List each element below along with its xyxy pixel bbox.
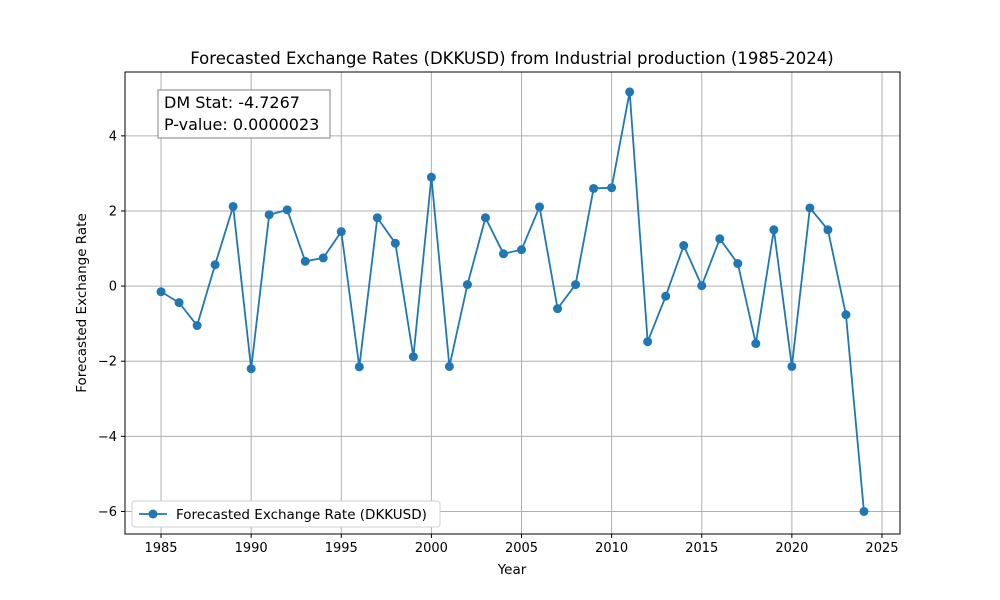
x-tick-label: 1995 (325, 541, 358, 556)
data-point (805, 203, 815, 213)
series-line (160, 91, 865, 512)
data-point (535, 202, 545, 212)
data-point (210, 260, 220, 270)
data-point (841, 310, 851, 320)
grid (125, 72, 900, 534)
y-tick-label: 2 (109, 204, 117, 219)
data-point (787, 361, 797, 371)
x-tick-label: 2015 (685, 541, 718, 556)
data-point (643, 337, 653, 347)
data-point (715, 234, 725, 244)
data-point (300, 256, 310, 266)
data-point (318, 253, 328, 263)
data-point (625, 87, 635, 97)
legend: Forecasted Exchange Rate (DKKUSD) (131, 500, 441, 528)
data-point (336, 227, 346, 237)
data-point (589, 183, 599, 193)
x-tick-label: 2005 (505, 541, 538, 556)
y-tick-label: −4 (98, 430, 117, 445)
y-tick-label: 4 (109, 129, 117, 144)
y-axis-label: Forecasted Exchange Rate (74, 213, 90, 393)
legend-marker-swatch (148, 509, 158, 519)
data-point (264, 210, 274, 220)
chart-title: Forecasted Exchange Rates (DKKUSD) from … (190, 49, 833, 68)
dm-stat-text: DM Stat: -4.7267 (164, 93, 300, 112)
data-point (426, 172, 436, 182)
data-point (553, 304, 563, 314)
data-point (607, 183, 617, 193)
x-tick-label: 2020 (775, 541, 808, 556)
data-point (480, 213, 490, 223)
x-tick-label: 1990 (235, 541, 268, 556)
y-tick-label: 0 (109, 280, 117, 295)
data-point (174, 298, 184, 308)
data-point (462, 280, 472, 290)
data-point (246, 364, 256, 374)
series-layer (156, 87, 869, 516)
data-point (390, 238, 400, 248)
y-tick-label: −2 (98, 355, 117, 370)
data-point (733, 259, 743, 269)
stat-annotation-box (157, 89, 331, 139)
legend-box (131, 500, 441, 528)
data-point (444, 361, 454, 371)
y-tick-label: −6 (98, 505, 117, 520)
stat-annotation: DM Stat: -4.7267 P-value: 0.0000023 (157, 89, 331, 139)
data-point (408, 352, 418, 362)
x-tick-label: 2010 (595, 541, 628, 556)
data-point (192, 321, 202, 331)
plot-frame (124, 71, 901, 535)
legend-label: Forecasted Exchange Rate (DKKUSD) (176, 507, 427, 523)
data-point (354, 362, 364, 372)
data-point (769, 225, 779, 235)
data-point (517, 245, 527, 255)
x-axis-label: Year (497, 562, 527, 578)
p-value-text: P-value: 0.0000023 (164, 115, 319, 134)
ticks: 1985 1990 1995 2000 2005 2010 2015 2020 2025 −6 −4… (98, 129, 899, 556)
data-point (823, 225, 833, 235)
x-tick-label: 2025 (865, 541, 898, 556)
data-point (697, 281, 707, 291)
data-point (571, 280, 581, 290)
data-point (679, 241, 689, 251)
data-point (282, 205, 292, 215)
data-point (751, 339, 761, 349)
data-point (859, 506, 869, 516)
data-point (498, 249, 508, 259)
data-point (156, 287, 166, 297)
data-point (228, 201, 238, 211)
x-tick-label: 2000 (415, 541, 448, 556)
x-tick-label: 1985 (144, 541, 177, 556)
data-point (661, 291, 671, 301)
data-point (372, 213, 382, 223)
